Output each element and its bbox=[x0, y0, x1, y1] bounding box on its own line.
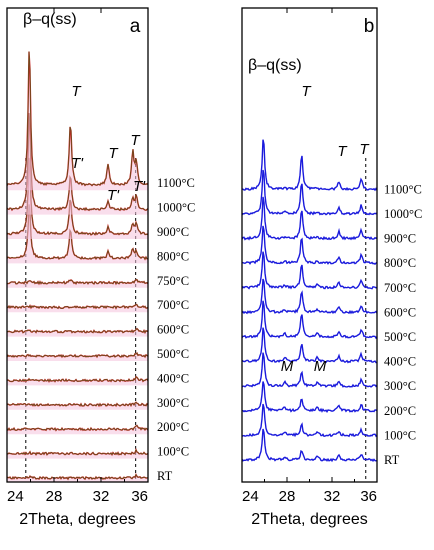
xrd-pattern-600°C bbox=[242, 278, 377, 315]
fit-curve bbox=[7, 279, 148, 285]
peak-annotation: T' bbox=[133, 178, 146, 195]
fit-curve bbox=[7, 352, 148, 358]
xrd-pattern-300°C bbox=[242, 352, 377, 388]
series-label: RT bbox=[157, 469, 173, 483]
x-tick-label: 32 bbox=[93, 488, 110, 505]
series-label: 800°C bbox=[384, 256, 416, 270]
fit-curve bbox=[7, 304, 148, 309]
xrd-pattern-RT bbox=[242, 428, 377, 463]
series-label: 100°C bbox=[157, 445, 189, 459]
peak-annotation: M bbox=[314, 358, 327, 375]
xrd-pattern-800°C bbox=[242, 225, 377, 266]
series-label: 200°C bbox=[157, 420, 189, 434]
peak-annotation: β–q(ss) bbox=[248, 57, 302, 74]
peak-annotation: β–q(ss) bbox=[23, 11, 77, 28]
pattern-fill-band bbox=[7, 51, 148, 191]
pattern-fill-band bbox=[7, 113, 148, 215]
series-label: RT bbox=[384, 453, 400, 467]
panel-label: b bbox=[364, 16, 375, 37]
series-label: 500°C bbox=[384, 330, 416, 344]
x-tick-label: 24 bbox=[7, 488, 24, 505]
x-tick-label: 36 bbox=[360, 488, 377, 505]
plot-area bbox=[242, 139, 377, 482]
xrd-pattern-700°C bbox=[242, 251, 377, 290]
xrd-pattern-500°C bbox=[242, 300, 377, 340]
x-tick-label: 32 bbox=[324, 488, 341, 505]
xrd-pattern-100°C bbox=[242, 403, 377, 438]
series-label: 600°C bbox=[384, 305, 416, 319]
series-label: 200°C bbox=[384, 404, 416, 418]
pattern-fill-band bbox=[7, 376, 148, 386]
series-label: 1000°C bbox=[384, 207, 422, 221]
peak-annotation: T bbox=[130, 132, 141, 149]
series-label: 400°C bbox=[157, 371, 189, 385]
fit-curve bbox=[7, 425, 148, 431]
series-label: 700°C bbox=[384, 281, 416, 295]
x-tick-label: 24 bbox=[242, 488, 259, 505]
series-label: 100°C bbox=[384, 428, 416, 442]
series-label: 300°C bbox=[157, 396, 189, 410]
x-tick-label: 36 bbox=[131, 488, 148, 505]
series-label: 500°C bbox=[157, 347, 189, 361]
pattern-fill-band bbox=[7, 449, 148, 459]
series-label: 900°C bbox=[384, 232, 416, 246]
fit-curve bbox=[7, 328, 148, 334]
chart-panel-b: RT 100°C 200°C 300°C 400°C 500°C 600°C 700°C 800… bbox=[241, 7, 422, 528]
xrd-pattern-200°C bbox=[242, 381, 377, 414]
series-label: 1100°C bbox=[157, 176, 195, 190]
fit-curve bbox=[7, 473, 148, 480]
fit-curve bbox=[7, 51, 148, 186]
series-label: 800°C bbox=[157, 249, 189, 263]
peak-annotation: T' bbox=[71, 155, 84, 172]
chart-panel-a: RT 100°C 200°C 300°C 400°C 500°C 600°C 700°C 750… bbox=[6, 7, 195, 528]
x-tick-label: 28 bbox=[279, 488, 296, 505]
pattern-fill-band bbox=[7, 402, 148, 410]
series-label: 700°C bbox=[157, 298, 189, 312]
peak-annotation: T bbox=[337, 143, 348, 160]
xrd-pattern-900°C bbox=[242, 196, 377, 241]
xrd-pattern-1000°C bbox=[242, 169, 377, 216]
series-label: 600°C bbox=[157, 323, 189, 337]
fit-curve bbox=[7, 376, 148, 383]
fit-curve bbox=[7, 448, 148, 456]
peak-annotation: T bbox=[301, 83, 312, 100]
peak-annotation: T bbox=[108, 145, 119, 162]
xrd-pattern-1100°C bbox=[242, 139, 377, 192]
peak-annotation: T bbox=[71, 83, 82, 100]
panel-label: a bbox=[130, 16, 141, 37]
series-label: 750°C bbox=[157, 274, 189, 288]
xrd-pattern-400°C bbox=[242, 327, 377, 364]
pattern-fill-band bbox=[7, 328, 148, 337]
plot-area bbox=[7, 51, 148, 482]
series-label: 1000°C bbox=[157, 201, 195, 215]
x-tick-label: 28 bbox=[46, 488, 63, 505]
series-label: 900°C bbox=[157, 225, 189, 239]
series-label: 300°C bbox=[384, 379, 416, 393]
pattern-fill-band bbox=[7, 204, 148, 264]
x-axis-label: 2Theta, degrees bbox=[251, 511, 368, 528]
peak-annotation: T bbox=[359, 141, 370, 158]
series-label: 400°C bbox=[384, 355, 416, 369]
fit-curve bbox=[7, 401, 148, 407]
pattern-fill-band bbox=[7, 279, 148, 288]
peak-annotation: T' bbox=[107, 187, 120, 204]
series-label: 1100°C bbox=[384, 182, 422, 196]
peak-annotation: M bbox=[281, 358, 294, 375]
pattern-fill-band bbox=[7, 304, 148, 313]
x-axis-label: 2Theta, degrees bbox=[19, 511, 136, 528]
